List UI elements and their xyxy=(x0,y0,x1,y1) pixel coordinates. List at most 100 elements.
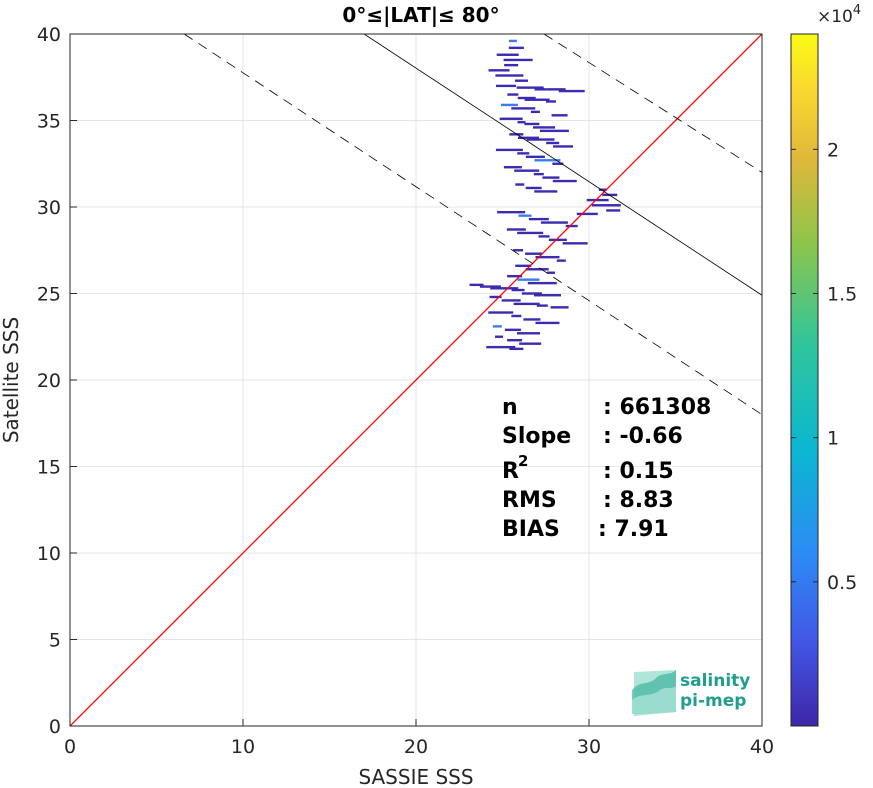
density-point xyxy=(546,141,560,145)
density-point xyxy=(526,138,555,141)
density-point xyxy=(515,79,529,82)
density-points xyxy=(469,39,621,351)
density-point xyxy=(507,93,519,96)
density-point xyxy=(508,39,517,43)
density-point xyxy=(488,69,510,72)
density-point xyxy=(511,314,522,318)
density-point xyxy=(562,242,588,245)
density-point xyxy=(550,306,569,309)
regression-line xyxy=(363,34,762,296)
density-point xyxy=(523,318,541,321)
stats-box: n : 661308 Slope : -0.66 R 2 : 0.15 RMS … xyxy=(502,395,711,542)
density-point xyxy=(548,238,567,242)
density-point xyxy=(492,325,502,328)
y-tick-label: 35 xyxy=(37,111,61,133)
density-point xyxy=(486,345,516,349)
stat-n-value: : 661308 xyxy=(603,395,711,420)
density-point xyxy=(535,255,560,259)
stat-r2-value: : 0.15 xyxy=(603,459,674,484)
density-point xyxy=(525,155,545,159)
y-axis-label: Satellite SSS xyxy=(0,317,23,443)
x-tick-label: 30 xyxy=(577,736,601,758)
stat-bias-label: BIAS xyxy=(502,517,560,542)
density-point xyxy=(524,98,550,101)
x-axis-label: SASSIE SSS xyxy=(358,765,473,788)
colorbar xyxy=(790,33,819,727)
density-point xyxy=(515,183,525,186)
density-point xyxy=(530,110,540,114)
stat-bias-value: : 7.91 xyxy=(598,517,669,542)
x-tick-label: 40 xyxy=(750,736,774,758)
density-point xyxy=(533,172,544,176)
density-point xyxy=(525,252,543,255)
density-point xyxy=(525,186,542,190)
density-point xyxy=(508,46,524,50)
density-point xyxy=(534,88,547,91)
density-point xyxy=(527,281,557,285)
density-point xyxy=(516,86,544,89)
y-tick-label: 5 xyxy=(49,630,61,652)
colorbar-ticks: 0.5 1 1.5 2 xyxy=(791,139,857,594)
colorbar-exponent: ×104 xyxy=(817,3,861,27)
density-point xyxy=(513,302,540,306)
density-point xyxy=(598,188,607,191)
y-tick-label: 40 xyxy=(37,24,61,46)
density-point xyxy=(496,53,519,56)
stat-rms-value: : 8.83 xyxy=(603,488,674,513)
stat-rms-label: RMS xyxy=(502,488,557,513)
stat-slope-label: Slope xyxy=(502,424,571,449)
density-point xyxy=(533,294,561,297)
y-tick-label: 15 xyxy=(37,457,61,479)
density-point xyxy=(517,121,526,124)
density-point xyxy=(519,342,542,345)
density-point xyxy=(495,148,523,152)
density-point xyxy=(513,249,524,252)
density-point xyxy=(606,209,621,212)
density-point xyxy=(552,179,577,183)
colorbar-exponent-base: ×10 xyxy=(817,7,853,27)
density-point xyxy=(552,162,564,165)
salinity-pimep-logo: salinity pi-mep xyxy=(632,670,750,716)
density-point xyxy=(546,271,555,274)
colorbar-exponent-power: 4 xyxy=(853,3,861,18)
x-tick-label: 0 xyxy=(64,736,76,758)
density-point xyxy=(501,299,521,302)
reference-lines xyxy=(70,34,762,726)
density-point xyxy=(536,304,548,307)
density-point xyxy=(507,339,523,342)
density-point xyxy=(533,126,556,129)
stat-slope-value: : -0.66 xyxy=(603,424,683,449)
density-point xyxy=(500,103,518,107)
density-point xyxy=(591,204,621,207)
stat-n-label: n xyxy=(502,395,518,420)
stat-r2-sup: 2 xyxy=(518,452,528,470)
density-point xyxy=(506,228,526,231)
density-point xyxy=(525,268,549,271)
density-point xyxy=(565,224,578,228)
density-point xyxy=(576,212,598,216)
density-point xyxy=(517,152,530,155)
colorbar-tick-label: 2 xyxy=(827,139,839,161)
logo-text-line2: pi-mep xyxy=(680,691,746,711)
density-point xyxy=(551,114,568,117)
density-point xyxy=(586,198,609,202)
stat-r2-label: R xyxy=(502,459,519,484)
density-point xyxy=(528,217,549,221)
y-axis-ticks: 0 5 10 15 20 25 30 35 40 xyxy=(37,24,77,738)
y-tick-label: 25 xyxy=(37,284,61,306)
density-point xyxy=(535,321,560,325)
density-point xyxy=(553,145,574,148)
density-point xyxy=(517,96,536,100)
density-point xyxy=(546,88,566,91)
density-point xyxy=(517,136,539,139)
density-point xyxy=(469,283,484,287)
colorbar-tick-label: 0.5 xyxy=(827,572,857,594)
density-point xyxy=(495,335,504,338)
density-point xyxy=(504,63,519,67)
density-point xyxy=(521,292,542,295)
density-point xyxy=(495,84,516,88)
confidence-line xyxy=(183,34,762,415)
y-tick-label: 0 xyxy=(49,716,61,738)
density-point xyxy=(538,235,550,238)
